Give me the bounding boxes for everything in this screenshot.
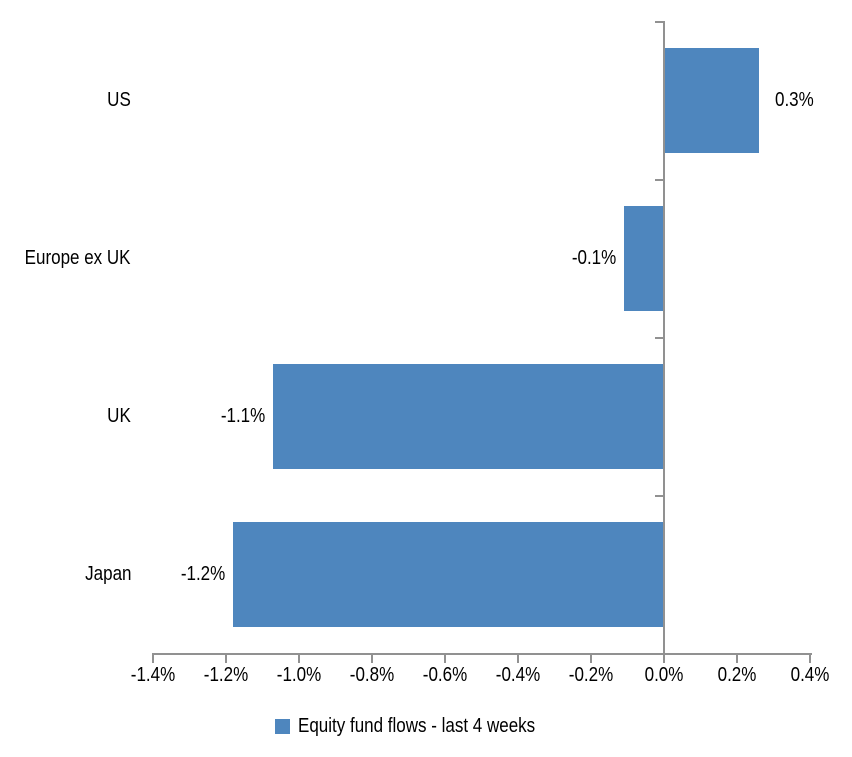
x-tick-label-0: -1.4% [130, 664, 176, 686]
data-label-us: 0.3% [775, 89, 814, 111]
x-tick-label-6: -0.2% [568, 664, 614, 686]
x-tick-label-5: -0.4% [495, 664, 541, 686]
legend-label: Equity fund flows - last 4 weeks [297, 715, 536, 737]
value-axis-tick-3 [371, 653, 373, 663]
value-axis-tick-0 [152, 653, 154, 663]
x-tick-label-8: 0.2% [717, 664, 757, 686]
category-label-europe-ex-uk: Europe ex UK [25, 247, 131, 269]
value-axis-tick-9 [809, 653, 811, 663]
category-axis-tick-3 [655, 495, 663, 497]
category-label-japan: Japan [84, 563, 131, 585]
value-axis-tick-8 [736, 653, 738, 663]
value-axis-tick-6 [590, 653, 592, 663]
value-axis-line [153, 653, 812, 655]
bar-uk [273, 364, 664, 469]
bar-us [664, 48, 759, 153]
legend-swatch [274, 718, 290, 734]
category-axis-tick-1 [655, 179, 663, 181]
category-label-uk: UK [107, 405, 131, 427]
category-axis-tick-2 [655, 337, 663, 339]
data-label-uk: -1.1% [220, 405, 265, 427]
category-axis-line [663, 21, 665, 663]
value-axis-tick-4 [444, 653, 446, 663]
x-tick-label-7: 0.0% [644, 664, 684, 686]
value-axis-tick-5 [517, 653, 519, 663]
data-label-japan: -1.2% [180, 563, 225, 585]
x-tick-label-4: -0.6% [422, 664, 468, 686]
category-axis-tick-4 [655, 653, 663, 655]
x-tick-label-9: 0.4% [790, 664, 830, 686]
value-axis-tick-2 [298, 653, 300, 663]
bar-europe-ex-uk [624, 206, 664, 311]
legend: Equity fund flows - last 4 weeks [0, 714, 852, 738]
x-tick-label-3: -0.8% [349, 664, 395, 686]
category-label-us: US [107, 89, 131, 111]
value-axis-tick-1 [225, 653, 227, 663]
data-label-europe-ex-uk: -0.1% [571, 247, 616, 269]
x-tick-label-1: -1.2% [203, 664, 249, 686]
x-tick-label-2: -1.0% [276, 664, 322, 686]
bar-japan [233, 522, 664, 627]
category-axis-tick-0 [655, 21, 663, 23]
